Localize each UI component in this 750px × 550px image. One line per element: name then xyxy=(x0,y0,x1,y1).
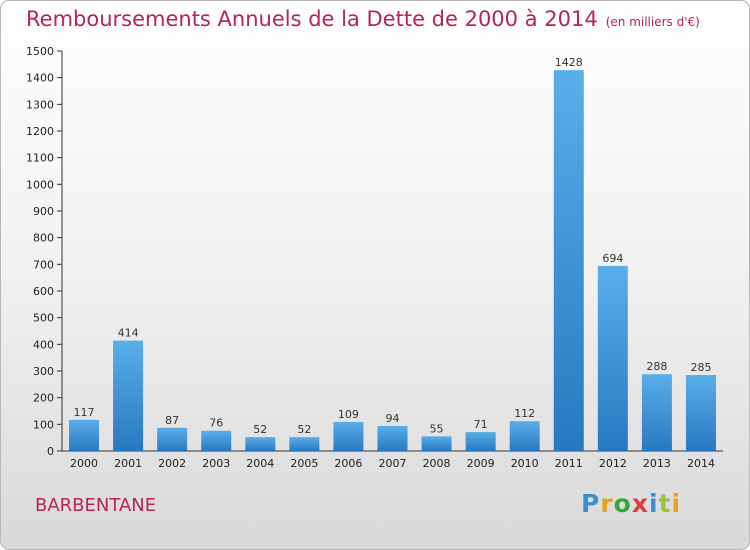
chart-axes: 0 100 200 300 400 500 600 700 800 900 1000 1100 1200… xyxy=(26,45,723,458)
x-tick-label: 2008 xyxy=(423,457,451,470)
x-tick-label: 2005 xyxy=(290,457,318,470)
bar xyxy=(641,374,672,451)
x-tick-label: 2013 xyxy=(643,457,671,470)
x-tick-label: 2009 xyxy=(467,457,495,470)
proxiti-logo: Proxiti xyxy=(581,489,681,518)
bar xyxy=(597,265,628,451)
logo-letter: x xyxy=(631,489,649,518)
bar xyxy=(377,425,408,451)
bar-value-label: 109 xyxy=(338,408,359,421)
logo-letter: P xyxy=(581,489,601,518)
x-tick-label: 2004 xyxy=(246,457,274,470)
bar-value-label: 76 xyxy=(209,417,223,430)
chart-labels: 2000 117 2001 414 2002 87 2003 76 2004 52 2005 52 20… xyxy=(70,56,715,470)
y-tick-label: 1000 xyxy=(26,178,54,191)
y-tick-label: 200 xyxy=(33,392,54,405)
logo-letter: i xyxy=(649,489,659,518)
bar-value-label: 1428 xyxy=(555,56,583,69)
bar xyxy=(553,70,584,451)
y-tick-label: 400 xyxy=(33,338,54,351)
y-tick-label: 500 xyxy=(33,312,54,325)
x-tick-label: 2014 xyxy=(687,457,715,470)
bar-value-label: 71 xyxy=(474,418,488,431)
bar xyxy=(201,430,232,451)
bar-value-label: 288 xyxy=(646,360,667,373)
x-tick-label: 2011 xyxy=(555,457,583,470)
y-tick-label: 1100 xyxy=(26,152,54,165)
bar-value-label: 52 xyxy=(297,423,311,436)
bar xyxy=(245,437,276,451)
x-tick-label: 2000 xyxy=(70,457,98,470)
bar-value-label: 52 xyxy=(253,423,267,436)
y-tick-label: 1300 xyxy=(26,98,54,111)
bar-value-label: 87 xyxy=(165,414,179,427)
y-tick-label: 700 xyxy=(33,258,54,271)
bar xyxy=(113,340,144,451)
chart-bars xyxy=(69,70,716,451)
bar xyxy=(289,437,320,451)
x-tick-label: 2010 xyxy=(511,457,539,470)
y-tick-label: 100 xyxy=(33,418,54,431)
logo-letter: r xyxy=(600,489,614,518)
logo-letter: i xyxy=(671,489,682,518)
bar-value-label: 94 xyxy=(386,412,400,425)
y-tick-label: 600 xyxy=(33,285,54,298)
bar xyxy=(421,436,452,451)
x-tick-label: 2001 xyxy=(114,457,142,470)
x-tick-label: 2006 xyxy=(334,457,362,470)
logo-letter: t xyxy=(658,489,672,518)
chart-title-text: Remboursements Annuels de la Dette de 20… xyxy=(26,7,598,31)
y-tick-label: 300 xyxy=(33,365,54,378)
bar-value-label: 414 xyxy=(118,327,139,340)
y-tick-label: 900 xyxy=(33,205,54,218)
bar-value-label: 112 xyxy=(514,407,535,420)
commune-name: BARBENTANE xyxy=(35,495,157,516)
chart-unit: (en milliers d'€) xyxy=(605,15,700,29)
bar xyxy=(69,419,100,451)
bar xyxy=(333,421,364,451)
x-tick-label: 2012 xyxy=(599,457,627,470)
y-tick-label: 800 xyxy=(33,232,54,245)
y-tick-label: 1400 xyxy=(26,72,54,85)
logo-letter: o xyxy=(613,489,632,518)
bar xyxy=(685,375,716,451)
bar xyxy=(465,432,496,451)
y-tick-label: 0 xyxy=(47,445,54,458)
bar-value-label: 117 xyxy=(74,406,95,419)
x-tick-label: 2002 xyxy=(158,457,186,470)
bar-value-label: 285 xyxy=(690,361,711,374)
y-tick-label: 1200 xyxy=(26,125,54,138)
y-tick-label: 1500 xyxy=(26,45,54,58)
chart-title: Remboursements Annuels de la Dette de 20… xyxy=(26,7,700,31)
bar-value-label: 694 xyxy=(602,252,623,265)
bar xyxy=(157,427,188,451)
bar-value-label: 55 xyxy=(430,422,444,435)
x-tick-label: 2007 xyxy=(379,457,407,470)
bar xyxy=(509,421,540,451)
x-tick-label: 2003 xyxy=(202,457,230,470)
